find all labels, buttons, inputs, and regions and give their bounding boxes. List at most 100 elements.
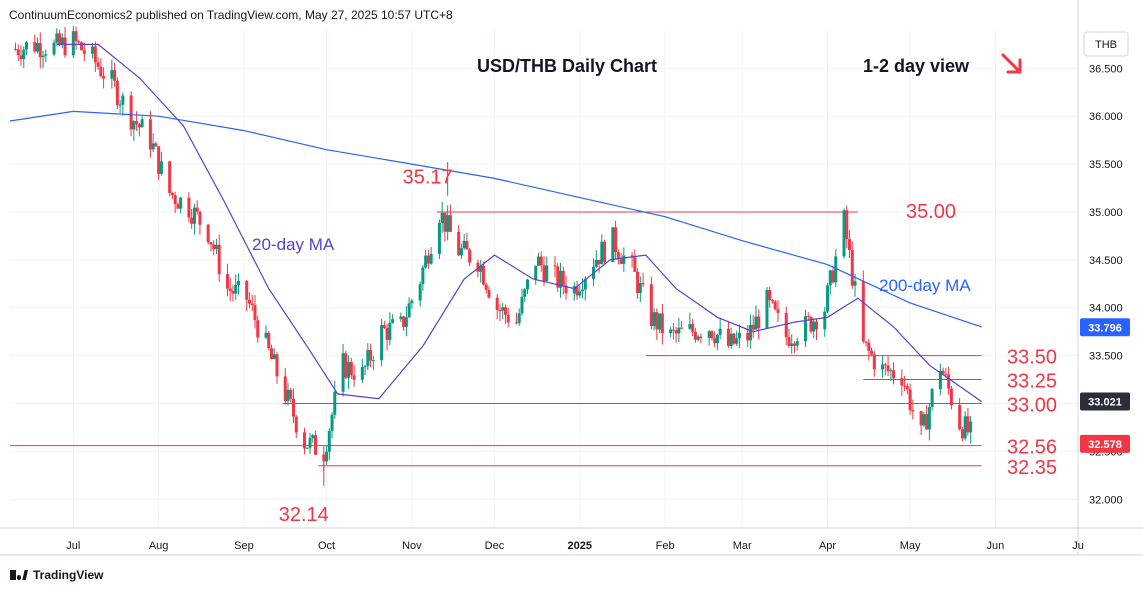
candle-body — [941, 370, 945, 374]
candle-body — [693, 331, 697, 340]
candle-body — [883, 364, 887, 366]
candle-body — [707, 331, 711, 338]
candle-body — [192, 207, 196, 224]
candle-body — [303, 432, 307, 449]
candle-body — [80, 42, 84, 51]
candle-body — [272, 354, 276, 359]
candle-body — [457, 231, 461, 256]
candle-body — [157, 146, 161, 174]
candle-body — [520, 296, 524, 314]
candle-body — [110, 70, 114, 79]
candle-body — [429, 254, 433, 264]
candle-body — [784, 312, 788, 338]
arrow-head — [1006, 58, 1022, 74]
candle-body — [292, 398, 296, 417]
candle-body — [22, 49, 26, 60]
candle-body — [38, 43, 42, 58]
level-label: 33.50 — [1007, 347, 1057, 369]
candle-body — [14, 49, 18, 51]
candle-body — [352, 375, 356, 380]
price-tick-label: 36.500 — [1089, 63, 1123, 75]
candle-body — [168, 161, 172, 193]
candle-body — [514, 322, 518, 324]
candle-body — [815, 321, 819, 330]
candle-body — [900, 378, 904, 386]
candle-body — [776, 309, 780, 313]
candle-body — [311, 435, 315, 439]
level-label: 33.25 — [1007, 371, 1057, 393]
candle-body — [410, 300, 414, 304]
candle-body — [294, 416, 298, 433]
price-badge — [1080, 392, 1130, 411]
candle-body — [718, 328, 722, 335]
candle-body — [198, 211, 202, 225]
candle-body — [806, 316, 810, 318]
candle-body — [911, 410, 915, 412]
candle-body — [347, 361, 351, 378]
chart-title: USD/THB Daily Chart — [477, 56, 657, 76]
candle-body — [19, 55, 23, 60]
candle-body — [713, 338, 717, 344]
candle-body — [402, 316, 406, 327]
candle-body — [440, 212, 444, 224]
price-badge-label: 33.021 — [1088, 396, 1122, 408]
price-badge-label: 32.578 — [1088, 439, 1122, 451]
candle-body — [622, 255, 626, 264]
candle-body — [732, 333, 736, 344]
candle-body — [443, 212, 447, 232]
candle-body — [542, 265, 546, 282]
candle-body — [286, 389, 290, 402]
candle-body — [151, 143, 155, 150]
candle-body — [746, 332, 750, 341]
candle-body — [91, 46, 95, 54]
candle-body — [583, 278, 587, 290]
candle-body — [44, 54, 48, 56]
candle-body — [691, 323, 695, 332]
candle-body — [209, 242, 213, 245]
candle-body — [52, 42, 56, 55]
chart-attribution: ContinuumEconomics2 published on Trading… — [9, 8, 453, 22]
candle-body — [938, 370, 942, 390]
candle-body — [82, 50, 86, 54]
candle-body — [831, 270, 835, 283]
candle-body — [176, 204, 180, 209]
level-label: 33.00 — [1007, 395, 1057, 417]
candle-body — [41, 55, 45, 58]
candle-body — [341, 353, 345, 392]
price-tick-label: 35.000 — [1089, 207, 1123, 219]
candle-body — [448, 215, 452, 232]
level-label: 32.35 — [1007, 457, 1057, 479]
candle-body — [578, 291, 582, 296]
view-label: 1-2 day view — [863, 56, 970, 76]
candle-body — [305, 447, 309, 449]
footer-brand[interactable]: TradingView — [10, 568, 103, 582]
candle-body — [677, 327, 681, 334]
time-tick-label: Nov — [402, 540, 422, 552]
candle-body — [228, 288, 232, 292]
tradingview-logo-icon — [10, 570, 28, 580]
candle-body — [407, 303, 411, 318]
ma20-label: 20-day MA — [252, 235, 335, 254]
candle-body — [437, 223, 441, 255]
candle-body — [729, 333, 733, 347]
candle-body — [121, 95, 125, 105]
candle-body — [517, 313, 521, 324]
candle-body — [135, 121, 139, 125]
candle-body — [349, 361, 353, 376]
candle-body — [330, 414, 334, 431]
candle-body — [256, 320, 260, 338]
candle-body — [74, 31, 78, 42]
time-tick-label: May — [900, 540, 921, 552]
level-lines — [10, 211, 982, 467]
candle-body — [922, 414, 926, 426]
candle-body — [195, 207, 199, 212]
candle-body — [655, 312, 659, 330]
candle-body — [369, 350, 373, 361]
candle-body — [77, 41, 81, 43]
candle-body — [660, 313, 664, 334]
candle-body — [236, 280, 240, 285]
currency-selector[interactable] — [1083, 31, 1129, 57]
candle-body — [426, 255, 430, 264]
down-right-arrow-icon — [1001, 53, 1022, 74]
